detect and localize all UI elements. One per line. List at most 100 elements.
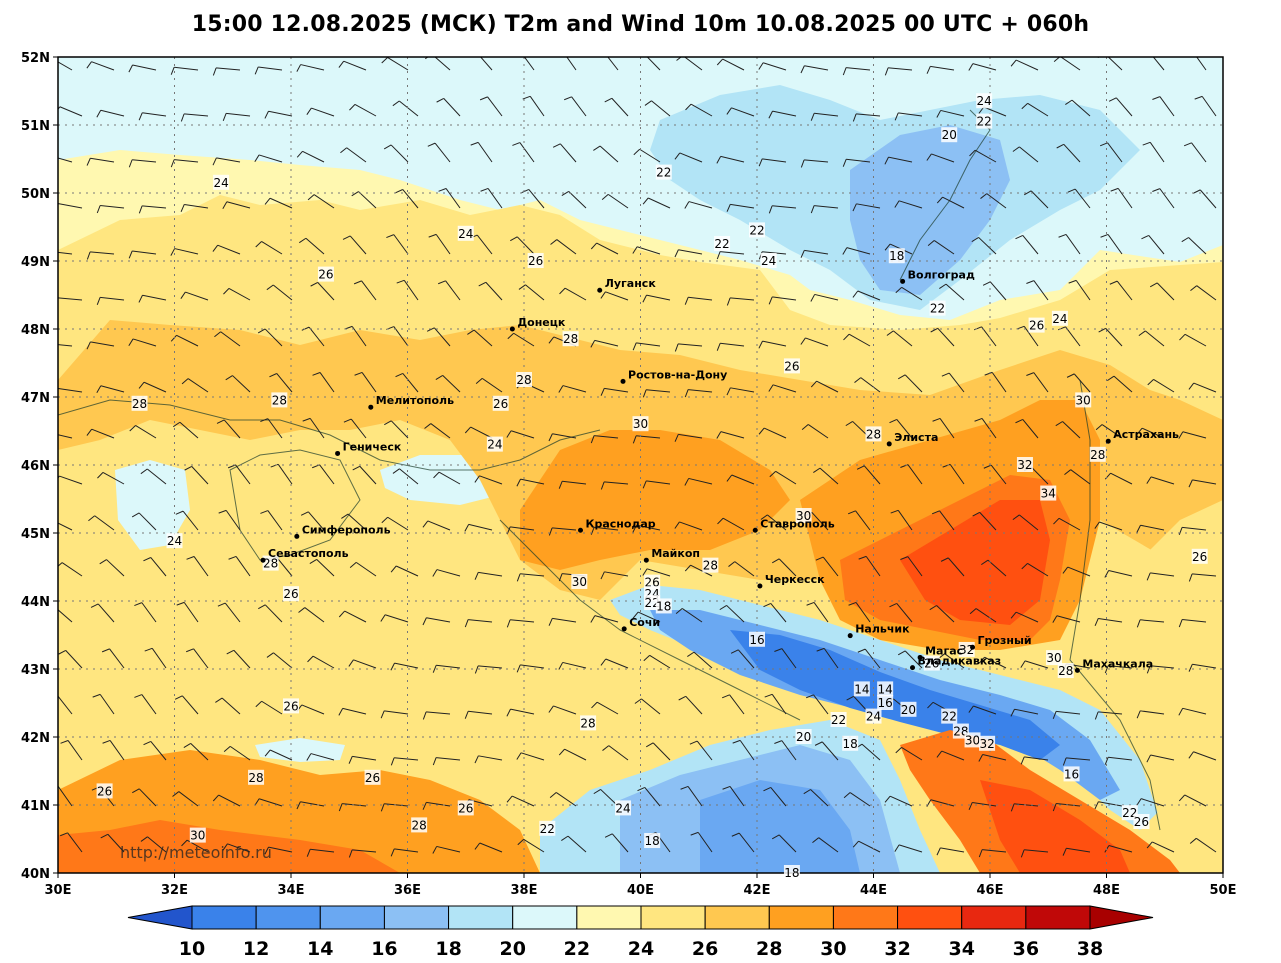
contour-label: 18 [842, 735, 859, 751]
wind-barb [474, 755, 503, 764]
wind-barb [1065, 99, 1091, 117]
wind-barb [422, 711, 451, 720]
wind-barb [810, 205, 839, 214]
wind-barb [1147, 378, 1175, 393]
lon-label: 46E [977, 883, 1004, 898]
wind-barb [134, 602, 157, 623]
city-marker: Геническ [335, 440, 402, 456]
wind-barb [848, 601, 871, 623]
wind-barb [348, 849, 377, 858]
colorbar-low-arrow [127, 905, 193, 930]
wind-barb [258, 604, 283, 623]
wind-barb [212, 794, 241, 807]
wind-barb [968, 801, 997, 810]
wind-barb [768, 384, 797, 393]
wind-barb [604, 97, 629, 117]
city-name: Севастополь [268, 547, 349, 560]
wind-barb [894, 200, 923, 209]
wind-barb [566, 57, 577, 71]
wind-barb [522, 95, 545, 117]
svg-text:22: 22 [930, 302, 945, 316]
wind-barb [223, 287, 251, 301]
svg-text:22: 22 [714, 237, 729, 251]
contour-label: 30 [189, 827, 206, 843]
wind-barb [801, 424, 829, 439]
wind-barb [591, 701, 619, 715]
svg-text:20: 20 [942, 128, 957, 142]
wind-barb [968, 705, 997, 715]
wind-barb [384, 420, 409, 439]
wind-barb [184, 465, 209, 485]
wind-barb [674, 249, 703, 258]
wind-barb [354, 371, 377, 393]
wind-barb [517, 838, 545, 853]
wind-barb [464, 710, 493, 719]
contour-label: 28 [580, 715, 597, 731]
wind-barb [390, 848, 419, 857]
wind-barb [758, 62, 787, 71]
wind-barb [1021, 562, 1049, 577]
contour-label: 26 [283, 586, 299, 602]
svg-text:22: 22 [831, 713, 846, 727]
wind-barb [593, 145, 619, 163]
colorbar-label: 16 [371, 938, 397, 960]
wind-barb [1094, 711, 1123, 720]
wind-barb [215, 697, 241, 715]
wind-barb [175, 510, 199, 531]
lon-label: 34E [278, 883, 305, 898]
lon-label: 44E [860, 883, 887, 898]
svg-text:24: 24 [615, 801, 630, 815]
svg-text:26: 26 [97, 784, 112, 798]
wind-barb [134, 694, 157, 715]
contour-label: 28 [262, 555, 279, 571]
wind-barb [558, 385, 587, 393]
colorbar-swatch [1025, 905, 1091, 930]
wind-barb [312, 372, 335, 393]
wind-barb [338, 803, 367, 812]
wind-barb [257, 328, 283, 347]
city-marker: Волгоград [900, 268, 975, 284]
wind-barb [432, 664, 461, 673]
wind-barb [805, 694, 829, 715]
wind-barb [353, 280, 377, 301]
wind-barb [338, 60, 367, 71]
wind-barb [516, 478, 545, 487]
wind-barb [86, 428, 115, 439]
wind-barb [716, 58, 745, 71]
wind-barb [212, 157, 241, 166]
wind-barb [1010, 708, 1039, 717]
lon-label: 40E [627, 883, 654, 898]
svg-text:32: 32 [979, 737, 994, 751]
wind-barb [96, 385, 125, 393]
wind-barb [422, 801, 451, 810]
wind-barb [380, 710, 409, 719]
contour-label: 26 [492, 395, 509, 411]
wind-barb [1188, 663, 1217, 672]
lat-label: 40N [21, 867, 50, 882]
wind-barb [717, 517, 745, 531]
wind-barb [1015, 419, 1039, 439]
wind-barb [558, 661, 587, 670]
wind-barb [722, 785, 745, 807]
city-dot [509, 326, 515, 332]
wind-barb [680, 785, 703, 807]
wind-barb [58, 649, 83, 669]
wind-barb [510, 236, 535, 255]
caucasus-cold-14 [730, 630, 1060, 760]
wind-barb [1146, 665, 1175, 674]
zone-caspian-east [1120, 500, 1223, 873]
wind-barb [396, 279, 419, 301]
wind-barb [674, 433, 703, 442]
wind-barb [222, 112, 251, 121]
svg-text:30: 30 [1046, 651, 1061, 665]
wind-barb [939, 283, 965, 301]
wind-barb [380, 614, 409, 623]
svg-text:24: 24 [167, 534, 182, 548]
city-name: Элиста [894, 431, 938, 444]
wind-barb [436, 97, 461, 117]
wind-barb [974, 417, 997, 439]
wind-barb [1152, 96, 1175, 117]
wind-barb [758, 427, 787, 439]
wind-barb [897, 650, 923, 669]
city-marker: Луганск [597, 277, 656, 293]
